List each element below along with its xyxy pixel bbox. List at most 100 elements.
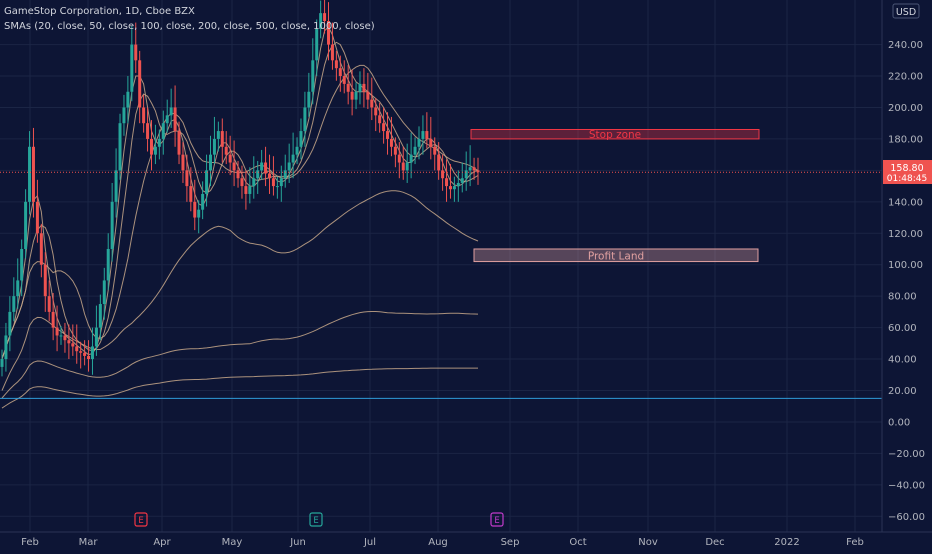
currency-badge[interactable] xyxy=(892,3,920,19)
candle-body xyxy=(366,91,370,100)
candle-body xyxy=(165,115,169,124)
time-tick-label: May xyxy=(222,537,243,548)
indicator-legend[interactable]: SMAs (20, close, 50, close, 100, close, … xyxy=(4,21,375,32)
earnings-marker[interactable] xyxy=(134,512,148,527)
candle-body xyxy=(197,209,201,218)
zone-box[interactable] xyxy=(473,248,759,263)
earnings-marker-letter: E xyxy=(313,516,318,526)
candle-body xyxy=(228,154,232,163)
candle-body xyxy=(24,201,28,249)
candle-body xyxy=(90,346,94,360)
candle-body xyxy=(456,182,460,187)
candle-body xyxy=(295,146,299,155)
candle-body xyxy=(417,138,421,147)
grid xyxy=(0,0,882,532)
zone-label: Stop zone xyxy=(589,129,641,141)
earnings-marker[interactable] xyxy=(309,512,323,527)
price-tick-label: 120.00 xyxy=(888,229,923,240)
earnings-marker[interactable] xyxy=(490,512,504,527)
candle-body xyxy=(476,170,480,173)
candle-body xyxy=(275,186,279,188)
candle-body xyxy=(75,346,79,352)
candle-body xyxy=(393,146,397,155)
candle-body xyxy=(169,107,173,116)
price-tick-label: 220.00 xyxy=(888,72,923,83)
candle-body xyxy=(448,186,452,190)
candle-body xyxy=(67,340,71,344)
candle-body xyxy=(47,296,51,312)
last-price-badge xyxy=(883,160,932,184)
candle-body xyxy=(307,91,311,108)
candle-body xyxy=(299,131,303,147)
candle-body xyxy=(350,91,354,100)
candle-body xyxy=(79,351,83,353)
candle-body xyxy=(31,146,35,202)
candle-body xyxy=(413,146,417,155)
sma-500-line xyxy=(1,311,479,399)
time-tick-label: Feb xyxy=(21,537,39,548)
candle-body xyxy=(138,60,142,108)
candle-body xyxy=(425,131,429,139)
candle-body xyxy=(370,99,374,108)
candle-body xyxy=(382,123,386,132)
candle-body xyxy=(429,138,433,147)
candle-body xyxy=(472,167,476,171)
candle-body xyxy=(59,335,63,337)
candle-body xyxy=(130,44,134,92)
zone-box[interactable] xyxy=(470,128,760,140)
price-tick-label: 20.00 xyxy=(888,386,917,397)
candle-body xyxy=(279,178,283,187)
candle-body xyxy=(83,352,87,356)
time-tick-label: Feb xyxy=(846,537,864,548)
candle-body xyxy=(146,123,150,139)
currency-label: USD xyxy=(896,7,916,18)
symbol-title[interactable]: GameStop Corporation, 1D, Cboe BZX xyxy=(4,6,195,17)
candle-body xyxy=(283,170,287,179)
price-tick-label: −60.00 xyxy=(888,512,925,523)
time-axis[interactable]: Feb Mar Apr May Jun Jul Aug Sep Oct Nov Dec 2022 Feb xyxy=(21,537,864,548)
moving-averages xyxy=(1,26,479,409)
candle-body xyxy=(460,178,464,183)
candle-body xyxy=(12,296,16,312)
price-tick-label: 80.00 xyxy=(888,292,917,303)
earnings-marker-letter: E xyxy=(138,516,143,526)
candle-body xyxy=(445,178,449,187)
candle-body xyxy=(51,311,55,328)
candle-body xyxy=(378,115,382,124)
price-tick-label: 140.00 xyxy=(888,197,923,208)
candle-body xyxy=(181,154,185,171)
candle-body xyxy=(189,186,193,202)
candle-body xyxy=(212,138,216,155)
candle-body xyxy=(240,178,244,187)
price-tick-label: 60.00 xyxy=(888,323,917,334)
price-tick-label: 240.00 xyxy=(888,40,923,51)
candle-body xyxy=(244,186,248,194)
candle-body xyxy=(421,131,425,139)
candle-body xyxy=(157,138,161,147)
candle-body xyxy=(248,186,252,194)
price-axis[interactable]: 240.00220.00200.00180.00160.00140.00120.… xyxy=(888,40,925,523)
candle-body xyxy=(405,162,409,171)
candle-body xyxy=(0,359,4,367)
candle-body xyxy=(35,201,39,234)
candle-body xyxy=(55,327,59,336)
candle-body xyxy=(327,21,331,45)
candle-body xyxy=(342,76,346,84)
candle-body xyxy=(464,170,468,179)
candle-body xyxy=(110,201,114,249)
candle-body xyxy=(98,304,102,328)
candle-body xyxy=(201,193,205,210)
time-tick-label: Dec xyxy=(705,537,724,548)
candle-body xyxy=(161,123,165,139)
candle-body xyxy=(397,154,401,163)
candle-body xyxy=(63,335,67,341)
candle-body xyxy=(142,107,146,124)
time-tick-label: Apr xyxy=(153,537,171,548)
sma-100-line xyxy=(1,64,479,360)
candle-body xyxy=(311,60,315,92)
sma-50-line xyxy=(1,41,479,360)
time-tick-label: 2022 xyxy=(774,537,799,548)
